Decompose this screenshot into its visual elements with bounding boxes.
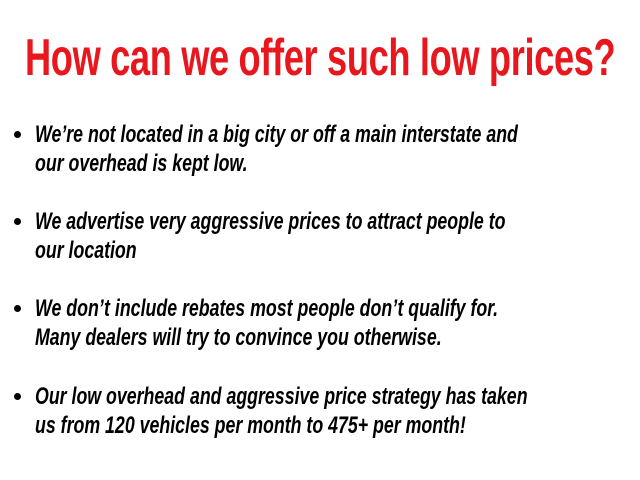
bullet-icon — [14, 393, 21, 400]
bullet-line: us from 120 vehicles per month to 475+ p… — [35, 412, 466, 439]
bullet-line: We don’t include rebates most people don… — [35, 295, 499, 322]
bullet-line: Our low overhead and aggressive price st… — [35, 383, 528, 410]
bullet-line: our overhead is kept low. — [35, 150, 248, 177]
bullet-icon — [14, 305, 21, 312]
bullet-icon — [14, 131, 21, 138]
bullet-line: our location — [35, 237, 137, 264]
bullet-line: Many dealers will try to convince you ot… — [35, 324, 442, 351]
slide-title: How can we offer such low prices? — [25, 29, 616, 87]
bullet-line: We’re not located in a big city or off a… — [35, 121, 518, 148]
bullet-line: We advertise very aggressive prices to a… — [35, 208, 506, 235]
bullet-icon — [14, 218, 21, 225]
